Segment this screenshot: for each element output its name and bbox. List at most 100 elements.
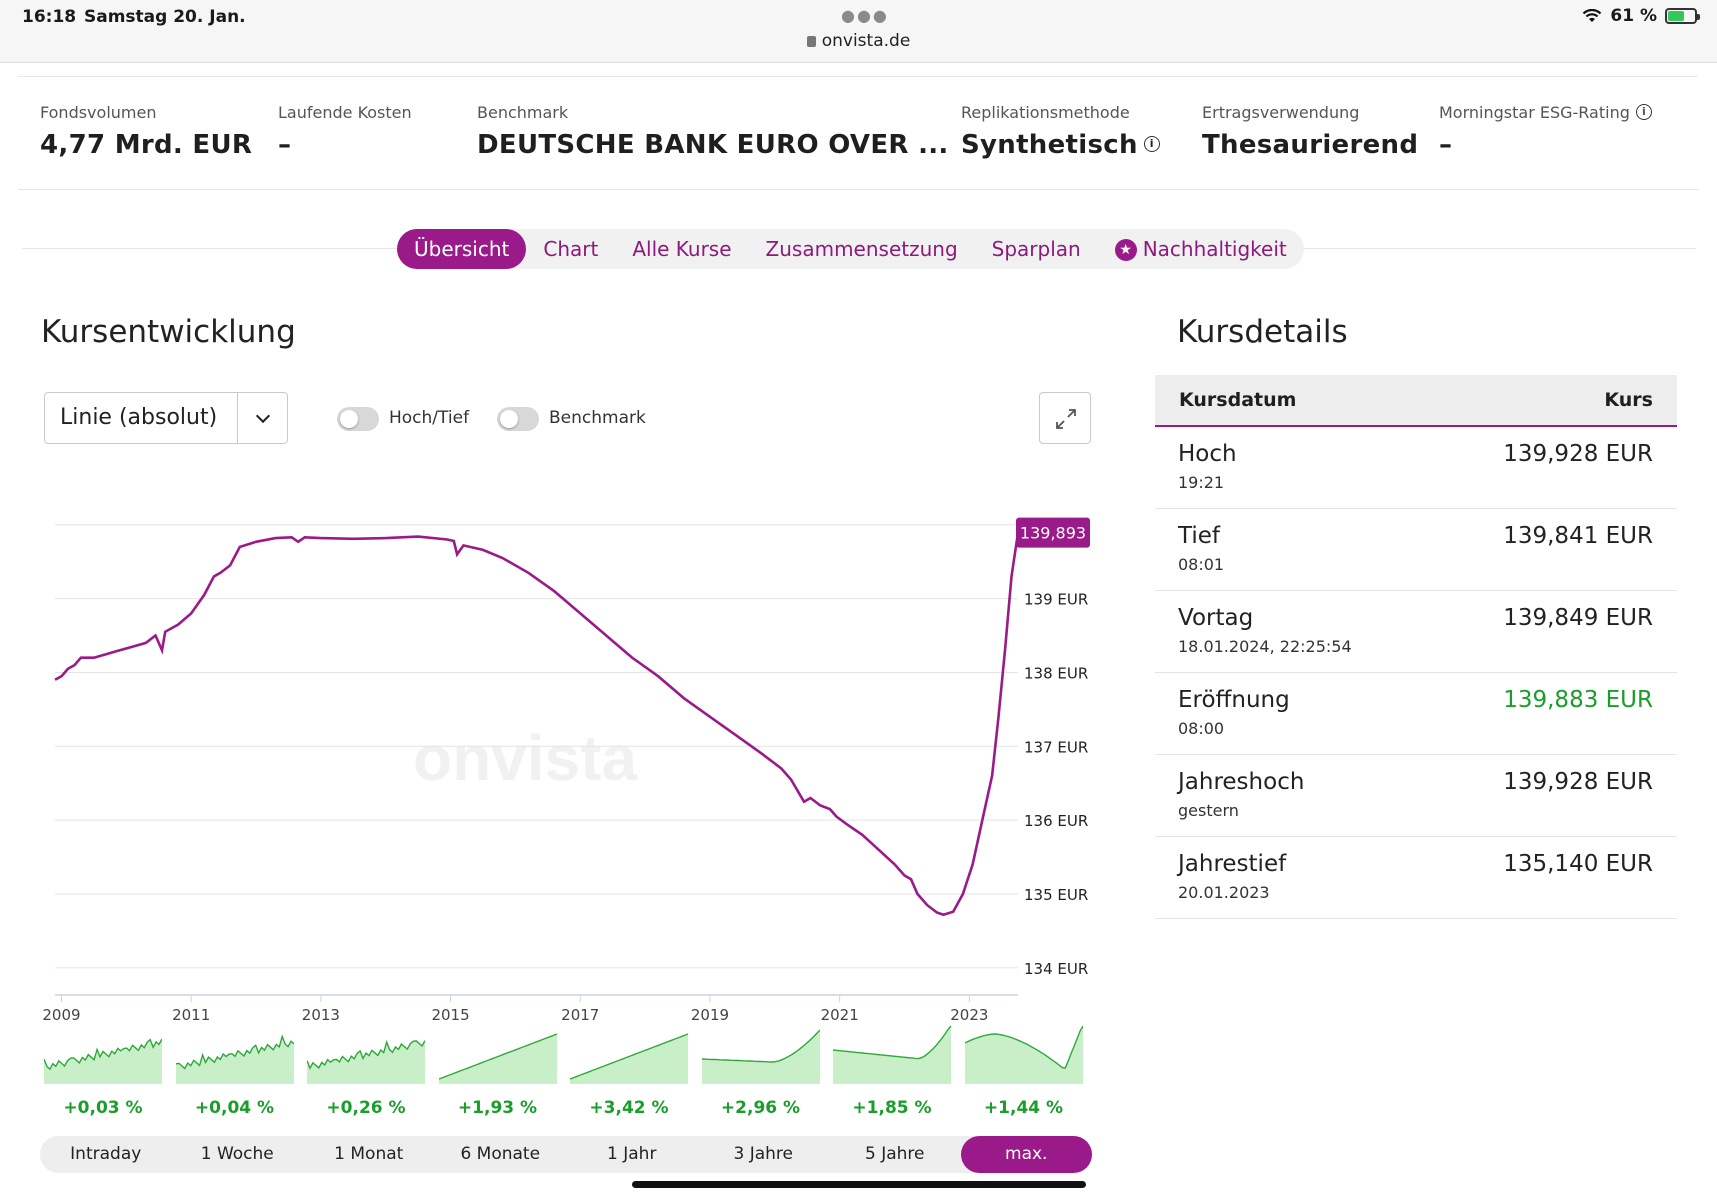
chart-type-select[interactable]: Linie (absolut) [44,392,288,444]
toggle-hoch-tief[interactable] [337,407,379,431]
period-button[interactable]: 6 Monate [460,1144,541,1164]
mini-chart[interactable]: +0,04 % [175,1024,294,1118]
toggle-hoch-tief-label: Hoch/Tief [389,408,470,428]
row-sub: 20.01.2023 [1178,883,1270,902]
fact-label: Laufende Kosten [278,103,412,122]
battery-percent: 61 % [1610,6,1657,26]
mini-chart[interactable]: +1,44 % [964,1024,1084,1118]
chevron-down-icon[interactable] [237,393,287,443]
mini-line [569,1033,689,1080]
period-button[interactable]: 1 Monat [334,1144,404,1164]
period-change: +0,26 % [326,1098,406,1118]
table-row: Eröffnung 08:00 139,883 EUR [1155,673,1677,755]
fact-value: – [1439,130,1453,160]
chart-type-value: Linie (absolut) [60,405,218,430]
row-label: Vortag [1178,605,1254,631]
period-button[interactable]: max. [960,1136,1092,1173]
mini-chart[interactable]: +1,93 % [438,1024,557,1118]
status-time: 16:18 [22,7,77,27]
x-tick-label: 2013 [302,1006,340,1020]
row-sub: 18.01.2024, 22:25:54 [1178,637,1352,656]
col-kursdatum: Kursdatum [1179,389,1297,411]
y-tick-label: 136 EUR [1024,812,1088,830]
watermark: onvista [413,722,637,794]
period-button[interactable]: 1 Woche [200,1144,274,1164]
tab-nachhaltigkeit-label: Nachhaltigkeit [1142,237,1287,261]
x-axis: 2009 2011 2013 2015 2017 2019 2021 2023 [42,995,988,1020]
x-tick-label: 2019 [691,1006,729,1020]
row-sub: gestern [1178,801,1239,820]
battery-icon [1665,8,1700,24]
mini-area [44,1039,162,1084]
price-line [54,532,1020,917]
period-change: +1,85 % [852,1098,932,1118]
info-icon[interactable]: i [1635,103,1652,120]
fact-label-wrap: Morningstar ESG-Rating i [1439,103,1652,122]
fact-label: Morningstar ESG-Rating [1439,103,1630,122]
tab-zusammensetzung[interactable]: Zusammensetzung [765,237,958,261]
mini-chart[interactable]: +1,85 % [832,1024,952,1118]
current-price-label: 139,893 [1020,524,1086,543]
period-button[interactable]: 3 Jahre [733,1144,794,1164]
period-change: +1,44 % [983,1098,1064,1118]
mini-chart[interactable]: +3,42 % [569,1024,689,1118]
mini-sparkline [569,1033,689,1084]
tab-alle-kurse[interactable]: Alle Kurse [632,237,732,261]
mini-area [307,1040,425,1084]
battery-fill [1668,11,1684,21]
period-change: +3,42 % [589,1098,669,1118]
section-title-kursdetails: Kursdetails [1177,314,1348,350]
tab-chart[interactable]: Chart [543,237,599,261]
toggle-benchmark[interactable] [497,407,539,431]
fact-esg-rating: Morningstar ESG-Rating i – [1439,103,1652,160]
mini-chart[interactable]: +0,03 % [43,1024,163,1118]
x-tick-label: 2011 [172,1006,210,1020]
row-value: 139,883 EUR [1503,687,1653,713]
mini-area [438,1034,557,1084]
kursdetails-rows: Hoch 19:21 139,928 EUR Tief 08:01 139,841 EUR… [1155,427,1677,919]
fact-benchmark: Benchmark DEUTSCHE BANK EURO OVER ... [477,103,949,160]
period-button[interactable]: 5 Jahre [865,1144,925,1164]
y-tick-label: 138 EUR [1024,664,1088,682]
col-kurs: Kurs [1604,389,1653,411]
kursdetails-table: Kursdatum Kurs Hoch 19:21 139,928 EUR Tief 0… [1155,375,1677,919]
row-label: Hoch [1178,441,1237,467]
mini-area [964,1026,1083,1084]
mini-sparkline [964,1025,1084,1084]
x-tick-label: 2009 [42,1006,80,1020]
row-sub: 08:01 [1178,555,1225,574]
home-indicator[interactable] [632,1181,1086,1188]
info-icon[interactable]: i [1143,135,1160,152]
period-change: +1,93 % [457,1098,538,1118]
x-tick-label: 2021 [821,1006,859,1020]
mini-line [306,1039,426,1070]
mini-area [701,1030,820,1084]
period-change: +0,03 % [63,1098,143,1118]
more-dots-icon[interactable]: ●●● [841,6,889,25]
toggle-benchmark-label: Benchmark [549,408,646,428]
fact-value[interactable]: DEUTSCHE BANK EURO OVER ... [477,130,949,160]
period-button[interactable]: 1 Jahr [607,1144,657,1164]
page-tabs: Übersicht Chart Alle Kurse Zusammensetzu… [397,229,1304,269]
fact-fondsvolumen: Fondsvolumen 4,77 Mrd. EUR [40,103,252,160]
tab-uebersicht[interactable]: Übersicht [397,229,527,269]
mini-area [833,1026,951,1084]
row-label: Jahrestief [1178,851,1287,877]
mini-chart[interactable]: +0,26 % [306,1024,426,1118]
fact-value-wrap: Synthetisch i [961,130,1160,160]
table-row: Jahrestief 20.01.2023 135,140 EUR [1155,837,1677,919]
mini-chart[interactable]: +2,96 % [701,1024,821,1118]
x-tick-label: 2015 [431,1006,469,1020]
fact-value: – [278,130,292,160]
y-tick-label: 134 EUR [1024,960,1088,978]
current-price-badge: 139,893 [1016,517,1090,548]
tab-sparplan[interactable]: Sparplan [991,237,1081,261]
tab-nachhaltigkeit[interactable]: ★ Nachhaltigkeit [1098,229,1304,269]
fact-ertragsverwendung: Ertragsverwendung Thesaurierend [1202,103,1418,160]
address-bar[interactable]: onvista.de [0,31,1717,51]
expand-button[interactable] [1039,392,1091,444]
mini-area [570,1034,688,1084]
period-button[interactable]: Intraday [70,1144,142,1164]
